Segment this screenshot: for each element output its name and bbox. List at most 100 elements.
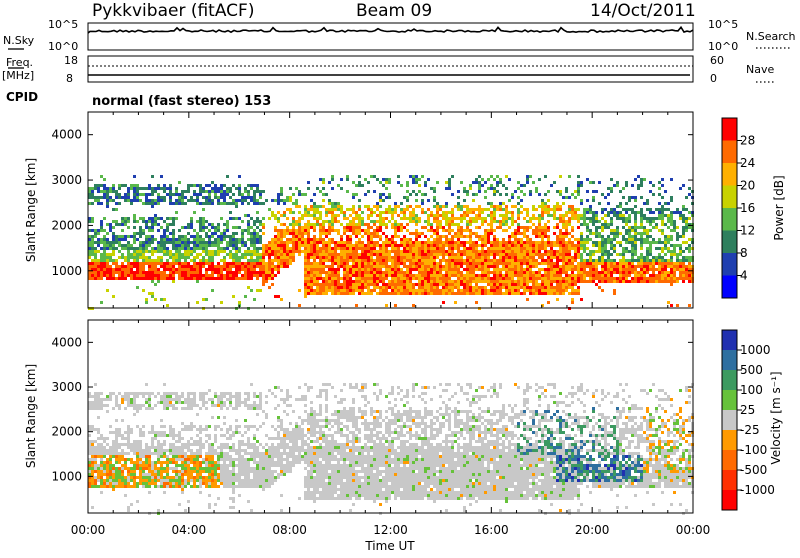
heatmap-cell xyxy=(502,217,505,220)
heatmap-cell xyxy=(91,395,94,398)
heatmap-cell xyxy=(670,223,673,226)
heatmap-cell xyxy=(97,392,100,395)
heatmap-cell xyxy=(427,244,430,247)
heatmap-cell xyxy=(667,217,670,220)
heatmap-cell xyxy=(502,247,505,250)
heatmap-cell xyxy=(352,274,355,277)
heatmap-cell xyxy=(631,241,634,244)
heatmap-cell xyxy=(286,208,289,211)
heatmap-cell xyxy=(241,220,244,223)
heatmap-cell xyxy=(388,271,391,274)
heatmap-cell xyxy=(553,286,556,289)
heatmap-cell xyxy=(91,461,94,464)
heatmap-cell xyxy=(460,283,463,286)
heatmap-cell xyxy=(166,259,169,262)
heatmap-cell xyxy=(181,271,184,274)
heatmap-cell xyxy=(364,205,367,208)
heatmap-cell xyxy=(208,259,211,262)
heatmap-cell xyxy=(490,253,493,256)
heatmap-cell xyxy=(448,262,451,265)
heatmap-cell xyxy=(439,214,442,217)
heatmap-cell xyxy=(97,443,100,446)
heatmap-cell xyxy=(523,286,526,289)
heatmap-cell xyxy=(421,199,424,202)
heatmap-cell xyxy=(436,229,439,232)
heatmap-cell xyxy=(412,274,415,277)
heatmap-cell xyxy=(526,244,529,247)
heatmap-cell xyxy=(376,208,379,211)
heatmap-cell xyxy=(622,256,625,259)
heatmap-cell xyxy=(241,277,244,280)
heatmap-cell xyxy=(109,199,112,202)
heatmap-cell xyxy=(547,277,550,280)
heatmap-cell xyxy=(337,184,340,187)
heatmap-cell xyxy=(115,455,118,458)
heatmap-cell xyxy=(172,241,175,244)
heatmap-cell xyxy=(106,193,109,196)
heatmap-cell xyxy=(382,178,385,181)
heatmap-cell xyxy=(307,271,310,274)
heatmap-cell xyxy=(157,274,160,277)
heatmap-cell xyxy=(256,187,259,190)
heatmap-cell xyxy=(118,250,121,253)
heatmap-cell xyxy=(490,223,493,226)
heatmap-cell xyxy=(469,268,472,271)
heatmap-cell xyxy=(505,250,508,253)
heatmap-cell xyxy=(100,253,103,256)
heatmap-cell xyxy=(505,214,508,217)
heatmap-cell xyxy=(583,259,586,262)
heatmap-cell xyxy=(427,241,430,244)
heatmap-cell xyxy=(661,220,664,223)
heatmap-cell xyxy=(673,244,676,247)
heatmap-cell xyxy=(331,289,334,292)
heatmap-cell xyxy=(187,250,190,253)
heatmap-cell xyxy=(586,241,589,244)
heatmap-cell xyxy=(607,259,610,262)
heatmap-cell xyxy=(340,265,343,268)
heatmap-cell xyxy=(625,208,628,211)
heatmap-cell xyxy=(331,223,334,226)
heatmap-cell xyxy=(391,247,394,250)
heatmap-cell xyxy=(388,211,391,214)
heatmap-cell xyxy=(298,190,301,193)
heatmap-cell xyxy=(283,256,286,259)
heatmap-cell xyxy=(634,250,637,253)
heatmap-cell xyxy=(442,211,445,214)
heatmap-cell xyxy=(559,286,562,289)
heatmap-cell xyxy=(484,232,487,235)
heatmap-cell xyxy=(547,256,550,259)
heatmap-cell xyxy=(607,274,610,277)
heatmap-cell xyxy=(181,190,184,193)
heatmap-cell xyxy=(319,226,322,229)
heatmap-cell xyxy=(226,268,229,271)
heatmap-cell xyxy=(424,211,427,214)
heatmap-cell xyxy=(646,235,649,238)
heatmap-cell xyxy=(253,253,256,256)
heatmap-cell xyxy=(559,247,562,250)
heatmap-cell xyxy=(361,292,364,295)
heatmap-cell xyxy=(163,247,166,250)
heatmap-cell xyxy=(622,265,625,268)
heatmap-cell xyxy=(670,304,673,307)
heatmap-cell xyxy=(229,265,232,268)
heatmap-cell xyxy=(202,244,205,247)
heatmap-cell xyxy=(610,208,613,211)
heatmap-cell xyxy=(151,295,154,298)
heatmap-cell xyxy=(358,223,361,226)
heatmap-cell xyxy=(412,190,415,193)
heatmap-cell xyxy=(427,259,430,262)
heatmap-cell xyxy=(568,175,571,178)
heatmap-cell xyxy=(154,187,157,190)
heatmap-cell xyxy=(553,214,556,217)
heatmap-cell xyxy=(427,256,430,259)
heatmap-cell xyxy=(106,277,109,280)
heatmap-cell xyxy=(412,178,415,181)
heatmap-cell xyxy=(331,208,334,211)
heatmap-cell xyxy=(364,253,367,256)
heatmap-cell xyxy=(166,193,169,196)
heatmap-cell xyxy=(469,241,472,244)
heatmap-cell xyxy=(349,241,352,244)
nsky-panel-frame xyxy=(88,23,693,50)
heatmap-cell xyxy=(499,277,502,280)
heatmap-cell xyxy=(589,268,592,271)
